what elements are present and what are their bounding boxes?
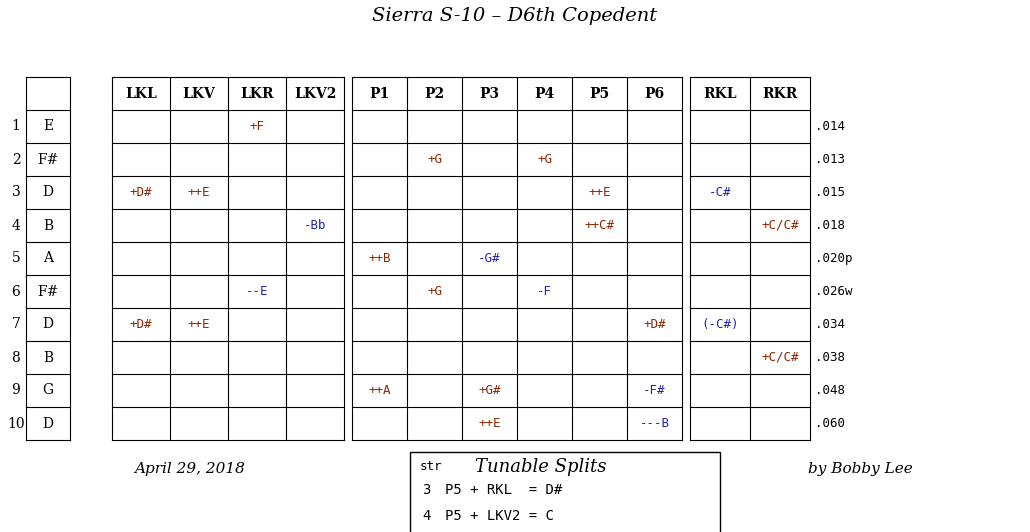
Text: +G#: +G#: [478, 384, 501, 397]
Text: +C/C#: +C/C#: [761, 219, 798, 232]
Text: P2: P2: [424, 87, 445, 101]
Text: 5: 5: [11, 252, 21, 265]
Text: 6: 6: [11, 285, 21, 298]
Text: F#: F#: [37, 153, 59, 167]
Text: 1: 1: [11, 120, 21, 134]
Text: +D#: +D#: [130, 318, 152, 331]
Text: .048: .048: [815, 384, 845, 397]
Text: 4: 4: [422, 509, 431, 523]
Text: B: B: [43, 351, 54, 364]
Text: .038: .038: [815, 351, 845, 364]
Text: P3: P3: [479, 87, 500, 101]
Text: .026w: .026w: [815, 285, 853, 298]
Text: P4: P4: [535, 87, 554, 101]
Text: by Bobby Lee: by Bobby Lee: [808, 462, 913, 476]
Text: --E: --E: [246, 285, 268, 298]
Text: .060: .060: [815, 417, 845, 430]
Text: ++E: ++E: [588, 186, 611, 199]
Text: P5 + LKV2 = C: P5 + LKV2 = C: [445, 509, 554, 523]
Text: LKR: LKR: [240, 87, 274, 101]
Text: A: A: [43, 252, 53, 265]
Text: 2: 2: [11, 153, 21, 167]
Text: 8: 8: [11, 351, 21, 364]
Text: P5 + RKL  = D#: P5 + RKL = D#: [445, 483, 562, 497]
Text: P6: P6: [645, 87, 664, 101]
Text: +G: +G: [427, 153, 442, 166]
Text: .015: .015: [815, 186, 845, 199]
Text: .013: .013: [815, 153, 845, 166]
Text: -F#: -F#: [644, 384, 665, 397]
Text: F#: F#: [37, 285, 59, 298]
Text: Tunable Splits: Tunable Splits: [475, 458, 607, 476]
Text: .034: .034: [815, 318, 845, 331]
Text: D: D: [42, 186, 54, 200]
Text: LKL: LKL: [125, 87, 157, 101]
Text: .018: .018: [815, 219, 845, 232]
Text: -C#: -C#: [709, 186, 731, 199]
Text: +C/C#: +C/C#: [761, 351, 798, 364]
Text: +G: +G: [537, 153, 552, 166]
Text: D: D: [42, 318, 54, 331]
Text: RKL: RKL: [703, 87, 736, 101]
Text: G: G: [42, 384, 54, 397]
Text: ++B: ++B: [369, 252, 390, 265]
Text: -F: -F: [537, 285, 552, 298]
Text: -G#: -G#: [478, 252, 501, 265]
Text: LKV: LKV: [182, 87, 215, 101]
Text: P1: P1: [370, 87, 389, 101]
Text: 7: 7: [11, 318, 21, 331]
Text: LKV2: LKV2: [294, 87, 336, 101]
Text: Sierra S-10 – D6th Copedent: Sierra S-10 – D6th Copedent: [373, 7, 657, 25]
Text: +D#: +D#: [644, 318, 665, 331]
Text: D: D: [42, 417, 54, 430]
Text: +D#: +D#: [130, 186, 152, 199]
Text: 3: 3: [11, 186, 21, 200]
Text: P5: P5: [589, 87, 610, 101]
Text: +G: +G: [427, 285, 442, 298]
Text: April 29, 2018: April 29, 2018: [135, 462, 245, 476]
Text: .014: .014: [815, 120, 845, 133]
Text: ++A: ++A: [369, 384, 390, 397]
Text: (-C#): (-C#): [701, 318, 739, 331]
Text: B: B: [43, 219, 54, 232]
Text: ++C#: ++C#: [584, 219, 615, 232]
Text: str: str: [420, 460, 443, 473]
Text: 9: 9: [11, 384, 21, 397]
Text: E: E: [43, 120, 54, 134]
Text: RKR: RKR: [762, 87, 797, 101]
Text: .020p: .020p: [815, 252, 853, 265]
Text: -Bb: -Bb: [304, 219, 327, 232]
Text: 10: 10: [7, 417, 25, 430]
Text: ---B: ---B: [640, 417, 670, 430]
Bar: [410, 452, 720, 532]
Text: 4: 4: [11, 219, 21, 232]
Text: +F: +F: [249, 120, 265, 133]
Text: ++E: ++E: [478, 417, 501, 430]
Text: 3: 3: [422, 483, 431, 497]
Text: ++E: ++E: [187, 318, 210, 331]
Text: ++E: ++E: [187, 186, 210, 199]
